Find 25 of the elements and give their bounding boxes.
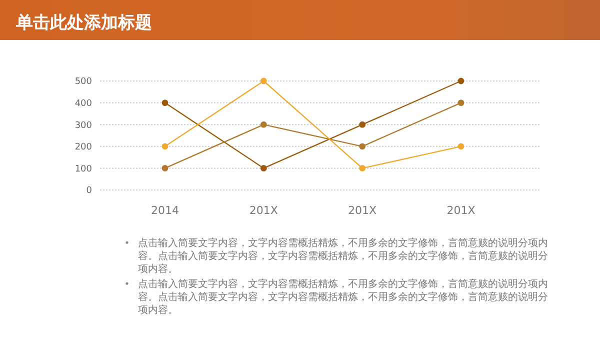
point xyxy=(162,143,168,150)
point xyxy=(260,78,267,84)
y-tick-label: 300 xyxy=(74,120,92,131)
text: 点击输入简要文字内容，文字内容需概括精炼，不用多余的文字修饰，言简意赅的说明分项内容。点击输入简要文字内容，文字内容需概括精炼，不用多余的文字修饰，言简意赅的说明分项内容。 xyxy=(138,237,548,275)
y-tick-label: 400 xyxy=(74,98,92,109)
x-tick-label: 201X xyxy=(249,204,278,217)
x-tick-label: 201X xyxy=(446,204,476,217)
y-tick-label: 500 xyxy=(74,77,92,88)
point xyxy=(359,143,366,150)
point xyxy=(359,121,366,128)
point xyxy=(260,121,267,128)
text: 点击输入简要文字内容，文字内容需概括精炼，不用多余的文字修饰，言简意赅的说明分项内容。点击输入简要文字内容，文字内容需概括精炼，不用多余的文字修饰，言简意赅的说明分项内容。 xyxy=(138,278,548,316)
point xyxy=(359,165,366,172)
chart-title: 单击此处添加标题 xyxy=(15,13,152,33)
point xyxy=(162,165,168,172)
y-tick-label: 0 xyxy=(86,186,92,196)
point xyxy=(260,165,267,172)
x-tick-label: 2014 xyxy=(151,204,179,217)
x-tick-label: 201X xyxy=(348,204,378,217)
y-tick-label: 100 xyxy=(74,164,92,174)
point xyxy=(458,100,464,106)
point xyxy=(458,78,464,84)
point xyxy=(458,143,464,150)
point xyxy=(162,100,168,106)
y-tick-label: 200 xyxy=(74,142,92,153)
